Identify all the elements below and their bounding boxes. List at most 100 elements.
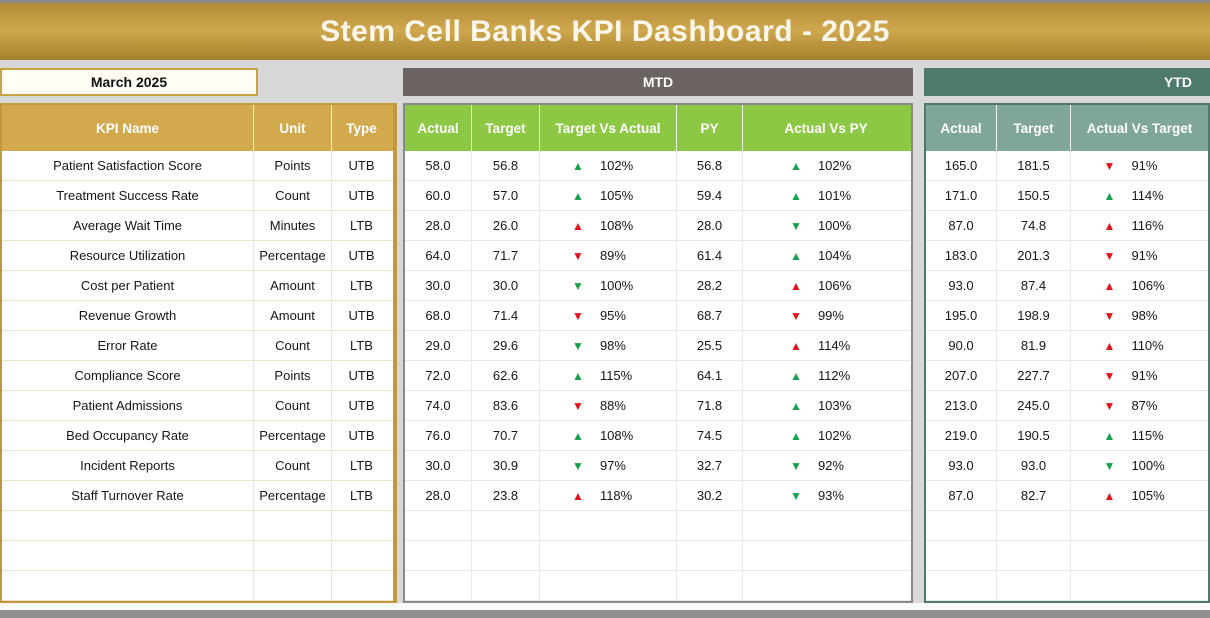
cell-ytd-actual[interactable]: 207.0 (926, 361, 997, 390)
cell-mtd-actual-vs-py[interactable]: ▲ 101% (743, 181, 909, 210)
cell-ytd-actual-vs-target[interactable]: ▼ 98% (1071, 301, 1208, 330)
cell-mtd-actual-vs-py[interactable]: ▼ 93% (743, 481, 909, 510)
cell-mtd-target[interactable]: 57.0 (472, 181, 540, 210)
cell-ytd-actual-vs-target[interactable]: ▲ 115% (1071, 421, 1208, 450)
cell-mtd-py[interactable]: 71.8 (677, 391, 743, 420)
column-header-kpi-name[interactable]: KPI Name (2, 105, 254, 151)
cell-ytd-target[interactable]: 82.7 (997, 481, 1071, 510)
cell-mtd-actual-vs-py[interactable]: ▲ 104% (743, 241, 909, 270)
cell-mtd-py[interactable]: 61.4 (677, 241, 743, 270)
cell-type[interactable]: LTB (350, 458, 373, 473)
cell-ytd-actual[interactable]: 87.0 (926, 481, 997, 510)
cell-unit[interactable]: Count (254, 181, 332, 210)
cell-ytd-actual-vs-target[interactable]: ▲ 106% (1071, 271, 1208, 300)
cell-ytd-target[interactable]: 87.4 (997, 271, 1071, 300)
cell-ytd-actual[interactable]: 93.0 (926, 451, 997, 480)
cell-mtd-target-vs-actual[interactable]: ▲ 115% (540, 361, 677, 390)
cell-mtd-py[interactable]: 68.7 (677, 301, 743, 330)
cell-kpi-name[interactable]: Bed Occupancy Rate (2, 421, 254, 450)
cell-mtd-actual-vs-py[interactable]: ▲ 112% (743, 361, 909, 390)
empty-cell[interactable] (743, 571, 909, 600)
empty-cell[interactable] (254, 511, 332, 540)
cell-mtd-actual[interactable]: 28.0 (405, 481, 472, 510)
cell-type[interactable]: UTB (348, 158, 375, 173)
empty-cell[interactable] (2, 511, 254, 540)
cell-ytd-actual[interactable]: 93.0 (926, 271, 997, 300)
cell-mtd-target[interactable]: 83.6 (472, 391, 540, 420)
cell-unit[interactable]: Count (254, 331, 332, 360)
column-header-mtd-actual-vs-py[interactable]: Actual Vs PY (784, 120, 868, 136)
empty-cell[interactable] (254, 541, 332, 570)
cell-mtd-actual[interactable]: 64.0 (405, 241, 472, 270)
cell-mtd-target[interactable]: 71.7 (472, 241, 540, 270)
cell-type[interactable]: LTB (350, 488, 373, 503)
cell-mtd-py[interactable]: 32.7 (677, 451, 743, 480)
cell-ytd-actual[interactable]: 219.0 (926, 421, 997, 450)
empty-cell[interactable] (405, 511, 472, 540)
cell-mtd-actual-vs-py[interactable]: ▼ 99% (743, 301, 909, 330)
empty-cell[interactable] (997, 571, 1071, 600)
cell-mtd-py[interactable]: 59.4 (677, 181, 743, 210)
cell-ytd-actual[interactable]: 213.0 (926, 391, 997, 420)
cell-mtd-py[interactable]: 64.1 (677, 361, 743, 390)
cell-mtd-target-vs-actual[interactable]: ▼ 100% (540, 271, 677, 300)
cell-mtd-target-vs-actual[interactable]: ▲ 108% (540, 211, 677, 240)
empty-cell[interactable] (332, 511, 391, 540)
empty-cell[interactable] (997, 511, 1071, 540)
cell-type[interactable]: LTB (350, 218, 373, 233)
cell-ytd-actual-vs-target[interactable]: ▲ 114% (1071, 181, 1208, 210)
cell-type[interactable]: LTB (350, 338, 373, 353)
cell-mtd-py[interactable]: 25.5 (677, 331, 743, 360)
cell-mtd-target[interactable]: 26.0 (472, 211, 540, 240)
cell-mtd-actual[interactable]: 58.0 (405, 151, 472, 180)
cell-ytd-target[interactable]: 201.3 (997, 241, 1071, 270)
column-header-mtd-py[interactable]: PY (677, 105, 743, 151)
cell-kpi-name[interactable]: Incident Reports (2, 451, 254, 480)
cell-kpi-name[interactable]: Patient Satisfaction Score (2, 151, 254, 180)
cell-mtd-py[interactable]: 56.8 (677, 151, 743, 180)
cell-ytd-target[interactable]: 198.9 (997, 301, 1071, 330)
cell-mtd-actual[interactable]: 72.0 (405, 361, 472, 390)
empty-cell[interactable] (743, 541, 909, 570)
cell-mtd-actual[interactable]: 76.0 (405, 421, 472, 450)
empty-cell[interactable] (540, 571, 677, 600)
cell-mtd-actual[interactable]: 29.0 (405, 331, 472, 360)
cell-mtd-py[interactable]: 30.2 (677, 481, 743, 510)
column-header-unit[interactable]: Unit (254, 105, 332, 151)
cell-mtd-target-vs-actual[interactable]: ▲ 108% (540, 421, 677, 450)
column-header-ytd-target[interactable]: Target (997, 105, 1071, 151)
cell-mtd-target-vs-actual[interactable]: ▼ 98% (540, 331, 677, 360)
empty-cell[interactable] (540, 541, 677, 570)
cell-unit[interactable]: Minutes (254, 211, 332, 240)
cell-mtd-actual[interactable]: 30.0 (405, 271, 472, 300)
cell-ytd-actual-vs-target[interactable]: ▼ 91% (1071, 241, 1208, 270)
empty-cell[interactable] (2, 571, 254, 600)
cell-ytd-actual[interactable]: 171.0 (926, 181, 997, 210)
cell-unit[interactable]: Percentage (254, 421, 332, 450)
empty-cell[interactable] (332, 541, 391, 570)
cell-mtd-py[interactable]: 74.5 (677, 421, 743, 450)
cell-ytd-actual[interactable]: 90.0 (926, 331, 997, 360)
empty-cell[interactable] (926, 571, 997, 600)
cell-mtd-target[interactable]: 29.6 (472, 331, 540, 360)
cell-mtd-actual-vs-py[interactable]: ▲ 102% (743, 421, 909, 450)
column-header-ytd-actual[interactable]: Actual (926, 105, 997, 151)
empty-cell[interactable] (472, 511, 540, 540)
cell-mtd-py[interactable]: 28.0 (677, 211, 743, 240)
cell-type[interactable]: LTB (350, 278, 373, 293)
empty-cell[interactable] (2, 541, 254, 570)
cell-kpi-name[interactable]: Treatment Success Rate (2, 181, 254, 210)
cell-ytd-actual-vs-target[interactable]: ▼ 91% (1071, 151, 1208, 180)
cell-unit[interactable]: Points (254, 361, 332, 390)
cell-mtd-target[interactable]: 56.8 (472, 151, 540, 180)
column-header-ytd-actual-vs-target[interactable]: Actual Vs Target (1086, 120, 1193, 136)
empty-cell[interactable] (743, 511, 909, 540)
empty-cell[interactable] (472, 571, 540, 600)
cell-mtd-target-vs-actual[interactable]: ▲ 102% (540, 151, 677, 180)
empty-cell[interactable] (1071, 541, 1208, 570)
cell-ytd-actual-vs-target[interactable]: ▲ 105% (1071, 481, 1208, 510)
empty-cell[interactable] (926, 511, 997, 540)
cell-ytd-actual-vs-target[interactable]: ▲ 110% (1071, 331, 1208, 360)
empty-cell[interactable] (472, 541, 540, 570)
cell-kpi-name[interactable]: Compliance Score (2, 361, 254, 390)
